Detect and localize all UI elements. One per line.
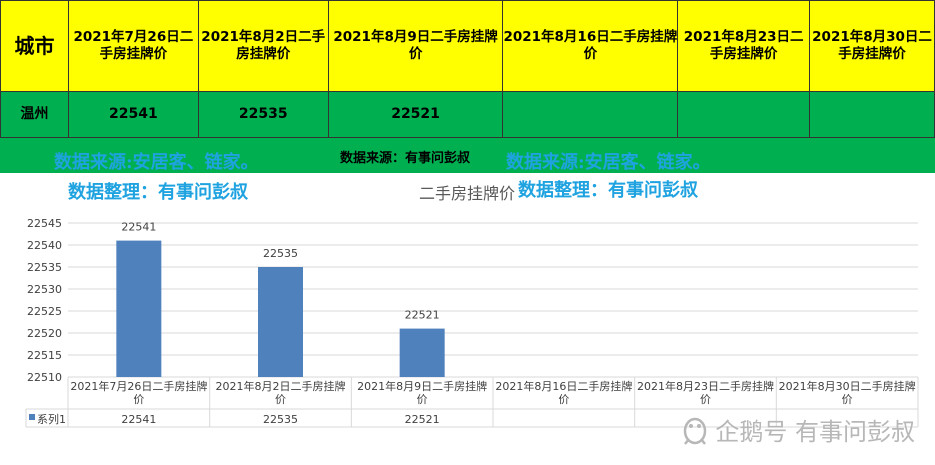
legend-label: 系列1 [37, 412, 66, 426]
x-tick-label: 2021年8月23日二手房挂牌 [637, 379, 774, 393]
watermark-source-left: 数据来源:安居客、链家。 [54, 152, 259, 173]
price-cell: 22541 [67, 91, 199, 138]
table-value: 22535 [263, 413, 298, 426]
date-header: 2021年7月26日二手房挂牌价 [67, 0, 199, 92]
source-label: 数据来源：有事问彭叔 [339, 151, 470, 166]
green-band [0, 138, 935, 173]
x-tick-label: 价 [417, 393, 428, 406]
watermark-source-right: 数据来源:安居客、链家。 [506, 152, 711, 173]
price-table: 城市 2021年7月26日二手房挂牌价 2021年8月2日二手房挂牌价 2021… [0, 0, 935, 138]
date-header: 2021年8月23日二手房挂牌价 [677, 0, 811, 92]
x-tick-label: 价 [275, 393, 286, 406]
x-tick-label: 2021年8月16日二手房挂牌 [495, 379, 632, 393]
y-tick-label: 22510 [27, 371, 62, 384]
date-header: 2021年8月16日二手房挂牌价 [502, 0, 679, 92]
y-tick-label: 22545 [27, 217, 62, 230]
penguin-icon [684, 417, 707, 445]
x-tick-label: 2021年7月26日二手房挂牌 [70, 379, 207, 393]
bar-chart: 二手房挂牌价 22510 22515 22520 22525 22530 22535 2254… [25, 184, 919, 428]
legend-key [29, 414, 35, 420]
date-header: 2021年8月2日二手房挂牌价 [197, 0, 329, 92]
data-label: 22541 [121, 221, 156, 234]
brand-text: 企鹅号 有事问彭叔 [715, 418, 915, 446]
chart-title: 二手房挂牌价 [419, 184, 515, 203]
price-cell [677, 91, 811, 138]
bar [399, 328, 445, 377]
watermark-organizer-left: 数据整理：有事问彭叔 [68, 182, 248, 203]
price-cell [809, 91, 935, 138]
x-tick-label: 价 [133, 393, 144, 406]
table-value: 22521 [405, 413, 440, 426]
y-tick-label: 22540 [27, 239, 62, 252]
price-cell [502, 91, 679, 138]
price-cell: 22521 [327, 91, 504, 138]
date-header: 2021年8月30日二手房挂牌价 [809, 0, 935, 92]
x-tick-label: 价 [700, 393, 711, 406]
table-value: 22541 [121, 413, 156, 426]
y-tick-label: 22535 [27, 261, 62, 274]
brand-watermark: 企鹅号 有事问彭叔 [681, 412, 915, 447]
watermark-organizer-right: 数据整理：有事问彭叔 [518, 180, 698, 201]
x-tick-label: 价 [842, 393, 853, 406]
data-label: 22521 [405, 309, 440, 322]
y-tick-label: 22525 [27, 305, 62, 318]
x-tick-label: 2021年8月30日二手房挂牌 [779, 379, 916, 393]
bar [258, 267, 303, 377]
x-tick-label: 2021年8月9日二手房挂牌 [357, 379, 487, 393]
chart-area: 二手房挂牌价 22510 22515 22520 22525 22530 22535 2254… [0, 173, 935, 461]
x-tick-label: 价 [558, 393, 569, 406]
x-tick-label: 2021年8月2日二手房挂牌 [216, 379, 346, 393]
y-tick-label: 22530 [27, 283, 62, 296]
y-tick-label: 22515 [27, 349, 62, 362]
city-cell: 温州 [0, 91, 69, 138]
price-cell: 22535 [197, 91, 329, 138]
data-label: 22535 [263, 247, 298, 260]
city-header: 城市 [0, 0, 69, 92]
y-tick-label: 22520 [27, 327, 62, 340]
bar [116, 240, 162, 377]
date-header: 2021年8月9日二手房挂牌价 [327, 0, 504, 92]
